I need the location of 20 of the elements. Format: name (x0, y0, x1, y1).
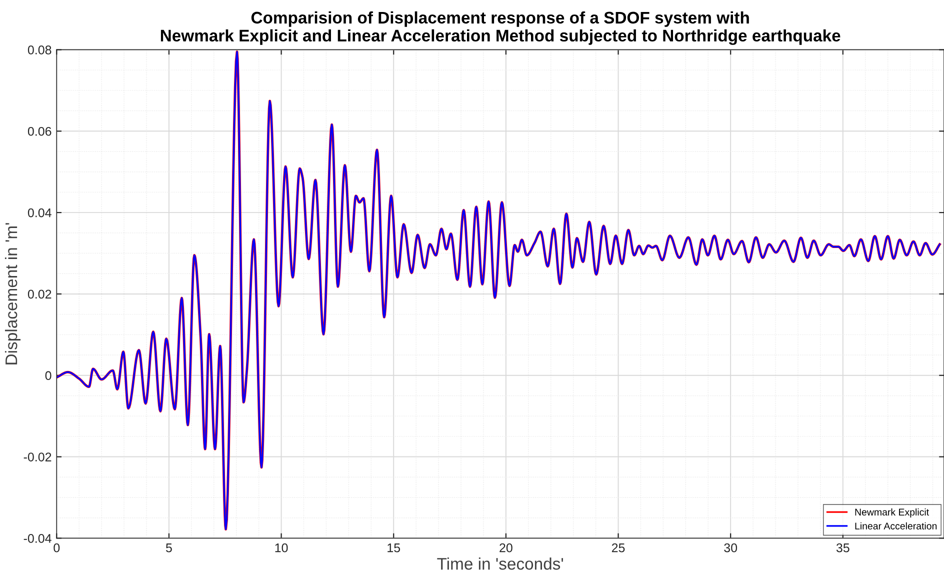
x-tick-label: 0 (54, 543, 60, 552)
y-tick-label: -0.02 (24, 452, 52, 462)
x-tick-label: 25 (612, 543, 625, 552)
y-tick-label: -0.04 (24, 534, 52, 543)
y-tick-label: 0.04 (28, 208, 52, 218)
y-tick-label: 0.02 (28, 290, 52, 299)
y-tick-label: 0.06 (28, 126, 52, 136)
legend-label: Newmark Explicit (855, 508, 929, 518)
chart-title: Comparision of Displacement response of a SDOF system with Newmark Explicit and Linear Acceleration Method subjected to Northridge earthquake (160, 11, 840, 45)
x-tick-label: 35 (836, 543, 850, 552)
legend-label: Linear Acceleration (855, 522, 937, 530)
y-tick-label: 0.08 (28, 46, 52, 54)
x-axis-title: Time in 'seconds' (437, 557, 564, 570)
x-tick-label: 20 (500, 543, 512, 552)
x-tick-label: 10 (275, 543, 288, 552)
y-tick-label: 0 (45, 371, 52, 380)
x-tick-label: 15 (388, 544, 400, 552)
y-axis-title: Displacement in 'm' (4, 223, 21, 364)
x-tick-label: 30 (724, 543, 738, 552)
x-tick-label: 5 (166, 544, 172, 552)
